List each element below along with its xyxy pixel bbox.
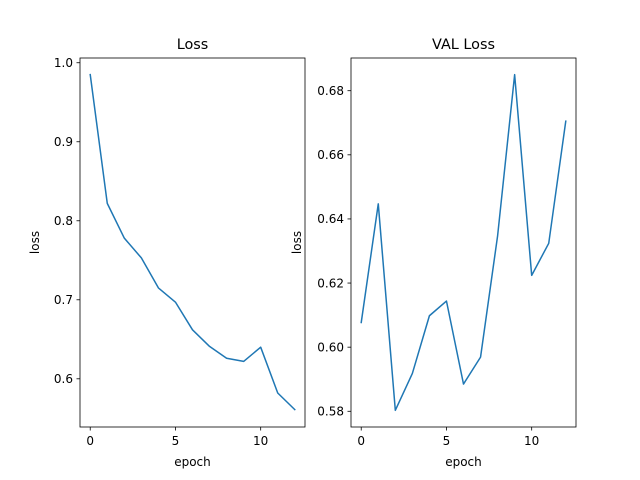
y-tick-label: 0.9 — [54, 135, 73, 149]
x-tick-label: 5 — [172, 434, 180, 448]
series-line-1 — [89, 73, 296, 411]
y-tick-label: 1.0 — [54, 56, 73, 70]
y-tick-label: 0.58 — [317, 405, 344, 419]
y-tick-label: 0.62 — [317, 276, 344, 290]
chart-title: Loss — [177, 37, 209, 53]
y-tick-label: 0.8 — [54, 214, 73, 228]
x-axis-label: epoch — [174, 455, 211, 469]
subplot-1: 0 5 10 0.6 0.7 0.8 0.9 1.0 Loss epoch loss — [28, 37, 306, 469]
axes-frame — [350, 57, 577, 428]
y-axis-label: loss — [290, 231, 304, 254]
subplot-2: 0 5 10 0.58 0.60 0.62 0.64 0.66 0.68 VAL Loss epoc… — [290, 37, 577, 469]
x-axis-label: epoch — [445, 455, 482, 469]
x-tick-label: 0 — [86, 434, 94, 448]
series-line-1 — [360, 73, 567, 412]
y-tick-label: 0.60 — [317, 340, 344, 354]
x-tick-label: 5 — [443, 434, 451, 448]
x-tick-label: 10 — [524, 434, 539, 448]
axes-frame — [79, 57, 306, 428]
x-tick-label: 10 — [253, 434, 268, 448]
y-tick-label: 0.7 — [54, 293, 73, 307]
y-tick-label: 0.6 — [54, 372, 73, 386]
chart-title: VAL Loss — [432, 37, 495, 53]
y-axis-label: loss — [28, 231, 42, 254]
x-tick-label: 0 — [357, 434, 365, 448]
y-tick-label: 0.66 — [317, 148, 344, 162]
y-tick-label: 0.68 — [317, 84, 344, 98]
y-tick-label: 0.64 — [317, 212, 344, 226]
